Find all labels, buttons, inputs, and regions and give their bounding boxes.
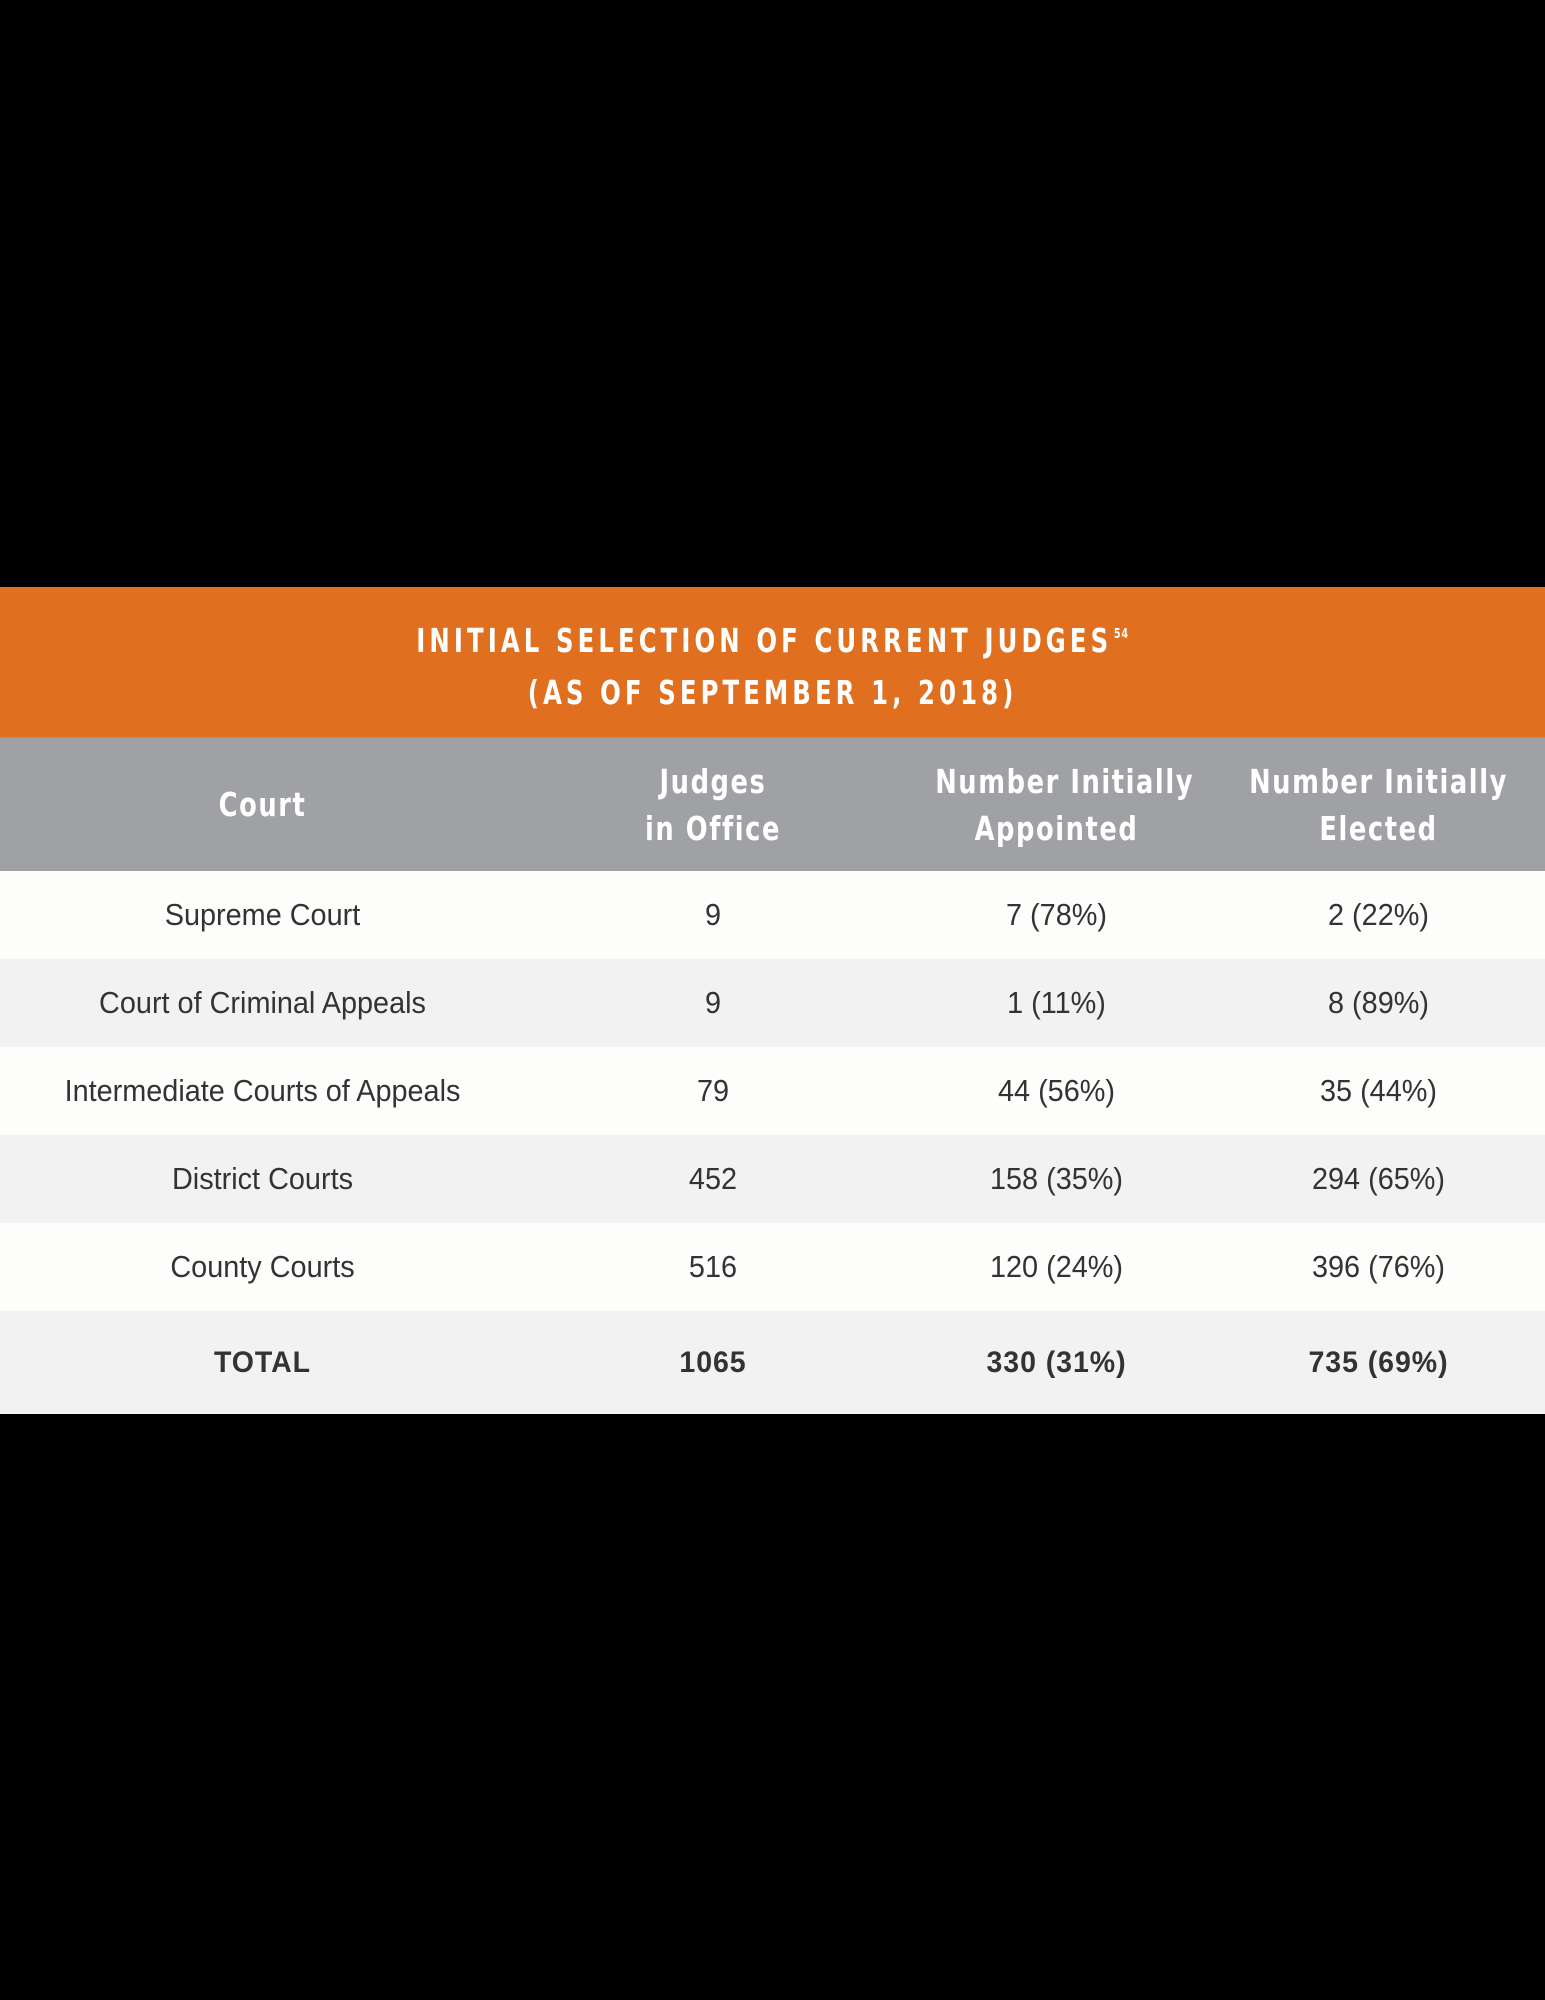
column-header-judges: Judges in Office [566, 758, 859, 852]
cell-judges: 9 [704, 985, 722, 1020]
total-elected: 735 (69%) [1308, 1345, 1449, 1379]
cell-court: County Courts [170, 1249, 355, 1284]
table-row: Court of Criminal Appeals 9 1 (11%) 8 (8… [0, 959, 1545, 1047]
column-header-elected-line2: Elected [1319, 808, 1438, 848]
total-appointed: 330 (31%) [986, 1345, 1127, 1379]
cell-appointed: 7 (78%) [1006, 897, 1107, 932]
cell-court: District Courts [171, 1161, 354, 1196]
table-title-text: INITIAL SELECTION OF CURRENT JUDGES [416, 621, 1113, 660]
cell-appointed: 158 (35%) [989, 1161, 1124, 1196]
table-row: Supreme Court 9 7 (78%) 2 (22%) [0, 871, 1545, 959]
column-header-court-label: Court [218, 785, 307, 824]
total-label: TOTAL [213, 1345, 312, 1379]
cell-judges: 452 [688, 1161, 738, 1196]
cell-judges: 79 [696, 1073, 730, 1108]
table-row: District Courts 452 158 (35%) 294 (65%) [0, 1135, 1545, 1223]
column-header-court: Court [58, 781, 468, 828]
table-row: County Courts 516 120 (24%) 396 (76%) [0, 1223, 1545, 1311]
cell-judges: 9 [704, 897, 722, 932]
column-header-judges-line1: Judges [659, 761, 767, 801]
cell-elected: 35 (44%) [1319, 1073, 1437, 1108]
cell-judges: 516 [688, 1249, 738, 1284]
cell-court: Supreme Court [164, 897, 361, 932]
column-header-judges-line2: in Office [645, 808, 781, 848]
judges-selection-table: INITIAL SELECTION OF CURRENT JUDGES 54 (A… [0, 587, 1545, 1414]
column-header-appointed: Number Initially Appointed [935, 758, 1195, 852]
column-header-row: Court Judges in Office Number Initially … [0, 737, 1545, 871]
column-header-appointed-line1: Number Initially [935, 761, 1195, 801]
table-title-band: INITIAL SELECTION OF CURRENT JUDGES 54 (A… [0, 587, 1545, 737]
cell-elected: 2 (22%) [1328, 897, 1429, 932]
column-header-appointed-line2: Appointed [974, 808, 1139, 848]
column-header-elected: Number Initially Elected [1249, 758, 1509, 852]
cell-court: Court of Criminal Appeals [99, 985, 426, 1020]
cell-court: Intermediate Courts of Appeals [64, 1073, 461, 1108]
footnote-marker: 54 [1113, 627, 1129, 642]
cell-elected: 8 (89%) [1328, 985, 1429, 1020]
cell-elected: 396 (76%) [1311, 1249, 1446, 1284]
cell-elected: 294 (65%) [1311, 1161, 1446, 1196]
cell-appointed: 1 (11%) [1007, 985, 1106, 1020]
table-row: Intermediate Courts of Appeals 79 44 (56… [0, 1047, 1545, 1135]
cell-appointed: 44 (56%) [997, 1073, 1115, 1108]
total-judges: 1065 [679, 1345, 747, 1379]
table-subtitle: (AS OF SEPTEMBER 1, 2018) [527, 673, 1018, 712]
column-header-elected-line1: Number Initially [1249, 761, 1508, 801]
table-title: INITIAL SELECTION OF CURRENT JUDGES 54 [416, 609, 1129, 667]
total-row: TOTAL 1065 330 (31%) 735 (69%) [0, 1311, 1545, 1414]
cell-appointed: 120 (24%) [989, 1249, 1124, 1284]
